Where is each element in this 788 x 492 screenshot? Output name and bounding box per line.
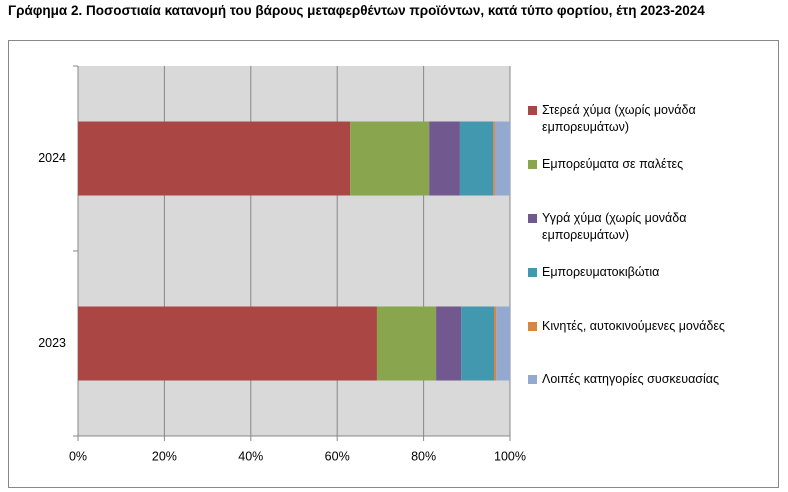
legend-swatch [528, 322, 537, 331]
legend-item: Στερεά χύμα (χωρίς μονάδα εμπορευμάτων) [528, 102, 742, 136]
legend-item: Υγρά χύμα (χωρίς μονάδα εμπορευμάτων) [528, 210, 742, 244]
y-tick-label: 2024 [38, 151, 66, 165]
y-tick-label: 2023 [38, 336, 66, 350]
bar-segment [376, 306, 437, 381]
bar-segment [461, 306, 495, 381]
legend-swatch [528, 268, 537, 277]
x-tick-label: 80% [411, 449, 436, 463]
bar-segment [494, 121, 510, 196]
bar-segment [493, 121, 495, 196]
bar-segment [494, 306, 497, 381]
legend-label: Εμπορεύματα σε παλέτες [542, 157, 684, 171]
bar-segment [496, 306, 510, 381]
legend-swatch [528, 214, 537, 223]
legend-swatch [528, 106, 537, 115]
bar-segment [78, 121, 351, 196]
legend-label: Στερεά χύμα (χωρίς μονάδα εμπορευμάτων) [542, 103, 696, 134]
bar-segment [429, 121, 460, 196]
legend-swatch [528, 375, 537, 384]
bar-segment [459, 121, 494, 196]
x-tick-label: 40% [238, 449, 263, 463]
legend-item: Εμπορεύματα σε παλέτες [528, 156, 742, 173]
legend-item: Κινητές, αυτοκινούμενες μονάδες [528, 318, 742, 335]
legend-swatch [528, 160, 537, 169]
x-tick-label: 20% [152, 449, 177, 463]
legend-label: Υγρά χύμα (χωρίς μονάδα εμπορευμάτων) [542, 211, 687, 242]
x-tick-label: 60% [325, 449, 350, 463]
chart-frame [8, 40, 779, 488]
x-tick-label: 100% [494, 449, 526, 463]
legend-item: Εμπορευματοκιβώτια [528, 264, 742, 281]
bar-segment [350, 121, 430, 196]
chart-title: Γράφημα 2. Ποσοστιαία κατανομή του βάρου… [8, 3, 705, 18]
legend-label: Κινητές, αυτοκινούμενες μονάδες [542, 319, 725, 333]
bar-segment [78, 306, 377, 381]
bar-segment [436, 306, 462, 381]
legend-item: Λοιπές κατηγορίες συσκευασίας [528, 371, 742, 388]
x-tick-label: 0% [69, 449, 87, 463]
legend-label: Λοιπές κατηγορίες συσκευασίας [542, 372, 720, 386]
legend-label: Εμπορευματοκιβώτια [542, 265, 660, 279]
